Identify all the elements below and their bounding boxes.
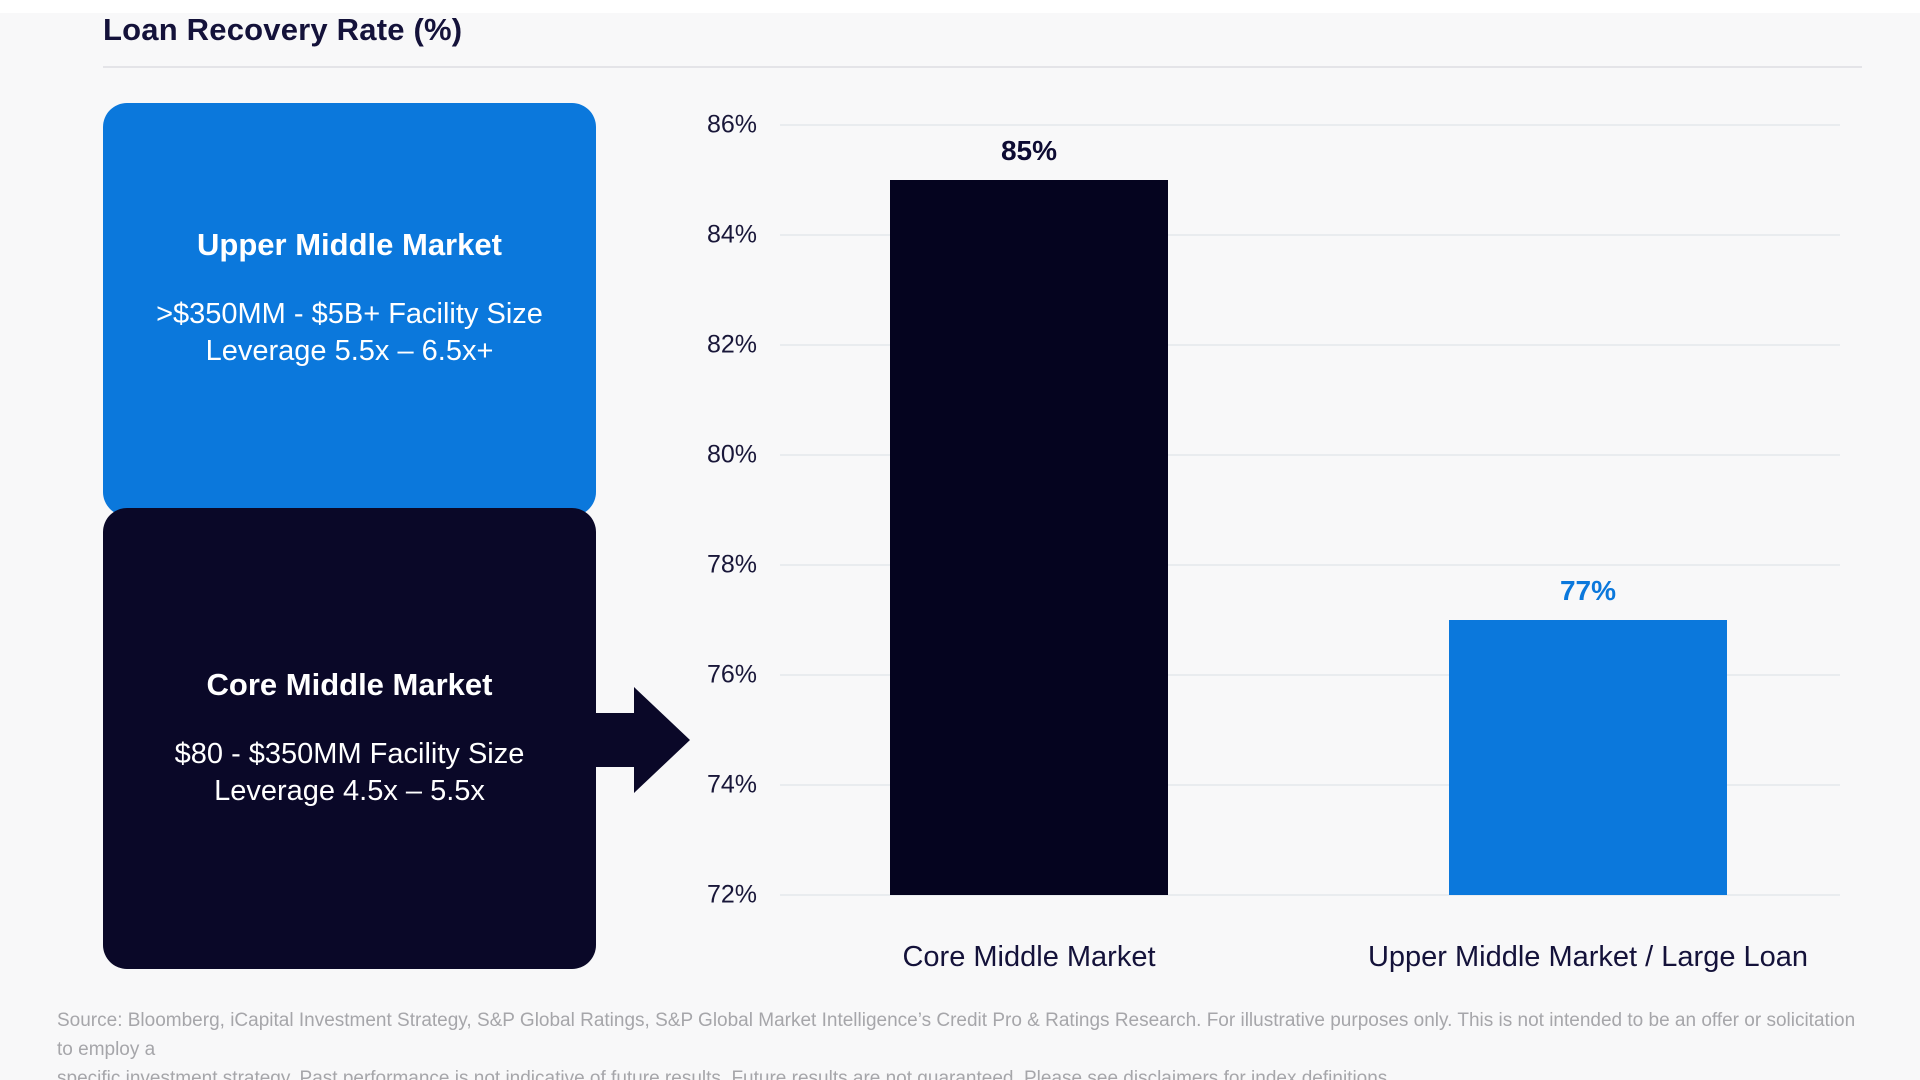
x-axis-category-label: Core Middle Market bbox=[902, 941, 1156, 973]
top-strip bbox=[0, 0, 1920, 13]
segment-card-detail-line1: >$350MM - $5B+ Facility Size bbox=[156, 298, 543, 330]
x-axis-category-label: Upper Middle Market / Large Loan bbox=[1367, 941, 1809, 973]
source-disclaimer: Source: Bloomberg, iCapital Investment S… bbox=[57, 1006, 1867, 1080]
gridline bbox=[780, 344, 1840, 346]
y-axis-tick-label: 78% bbox=[706, 550, 757, 579]
arrow-right-icon bbox=[596, 685, 690, 795]
segment-card-core-middle-market: Core Middle Market $80 - $350MM Facility… bbox=[103, 508, 596, 969]
page-title: Loan Recovery Rate (%) bbox=[103, 12, 463, 47]
segment-card-upper-middle-market: Upper Middle Market >$350MM - $5B+ Facil… bbox=[103, 103, 596, 516]
plot-area: 86% 84% 82% 80% 78% 76% 74% 72% 85% Core Middle M… bbox=[707, 111, 1840, 973]
bar-upper-middle-market bbox=[1449, 620, 1727, 895]
gridline bbox=[780, 674, 1840, 676]
gridline bbox=[780, 894, 1840, 896]
gridline bbox=[780, 784, 1840, 786]
segment-card-detail-line2: Leverage 5.5x – 6.5x+ bbox=[205, 335, 494, 367]
bar-value-label: 85% bbox=[1000, 135, 1058, 166]
gridline bbox=[780, 124, 1840, 126]
segment-card-detail-line2: Leverage 4.5x – 5.5x bbox=[214, 775, 485, 807]
source-disclaimer-line2: specific investment strategy. Past perfo… bbox=[57, 1068, 1393, 1080]
title-divider bbox=[103, 66, 1862, 68]
bar-core-middle-market bbox=[890, 180, 1168, 895]
gridline bbox=[780, 234, 1840, 236]
y-axis-tick-label: 72% bbox=[706, 880, 757, 909]
y-axis-tick-label: 86% bbox=[706, 110, 757, 139]
y-axis-tick-label: 74% bbox=[706, 770, 757, 799]
gridline bbox=[780, 564, 1840, 566]
segment-card-detail-line1: $80 - $350MM Facility Size bbox=[174, 738, 525, 770]
y-axis-tick-label: 84% bbox=[706, 220, 757, 249]
y-axis-tick-label: 76% bbox=[706, 660, 757, 689]
y-axis-tick-label: 80% bbox=[706, 440, 757, 469]
source-disclaimer-line1: Source: Bloomberg, iCapital Investment S… bbox=[57, 1010, 1856, 1060]
bar-value-label: 77% bbox=[1559, 575, 1617, 606]
gridline bbox=[780, 454, 1840, 456]
segment-card-title: Core Middle Market bbox=[206, 667, 493, 702]
segment-card-title: Upper Middle Market bbox=[197, 227, 502, 262]
y-axis-tick-label: 82% bbox=[706, 330, 757, 359]
